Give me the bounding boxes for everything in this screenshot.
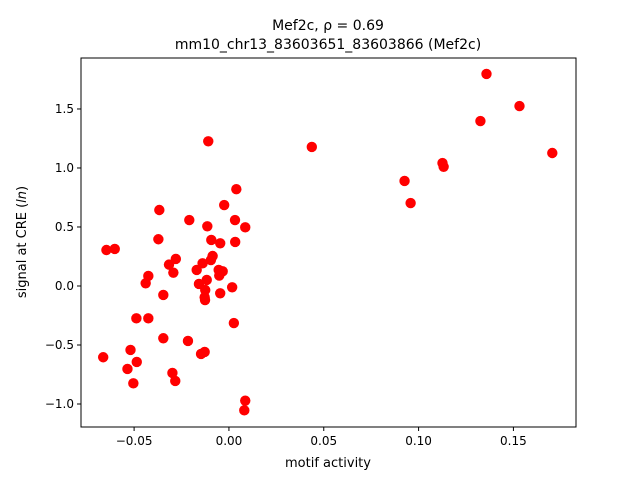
data-point [226,282,238,293]
y-tick-label: 0.5 [55,220,74,234]
data-point [229,236,241,248]
data-point [125,344,136,356]
data-point [101,244,112,256]
data-point [239,405,250,416]
data-point [547,147,558,159]
data-point [481,68,492,80]
data-point [167,367,178,379]
data-point [153,234,164,245]
y-tick-label: −0.5 [45,338,74,352]
chart-title-line2: mm10_chr13_83603651_83603866 (Mef2c) [175,37,481,53]
data-point [205,254,217,266]
data-point [514,100,525,112]
data-point [158,289,169,301]
chart-title-line1: Mef2c, ρ = 0.69 [272,18,384,34]
data-point [201,274,212,286]
data-point [399,175,410,187]
y-tick-label: −1.0 [45,397,74,411]
data-point [240,222,251,233]
data-point [202,221,213,232]
data-point [128,378,139,389]
data-point [143,313,154,324]
x-tick-label: −0.05 [116,434,153,448]
data-point [215,238,226,249]
data-point [206,234,217,246]
data-point [184,214,195,226]
data-point [215,288,226,299]
data-point [182,335,194,347]
data-point [195,348,207,360]
data-point [306,141,318,153]
data-point [191,264,202,276]
y-tick-label: 1.5 [55,102,74,116]
y-axis-label: signal at CRE (ln) [15,186,30,298]
data-point [438,161,449,173]
x-tick-label: 0.10 [405,434,432,448]
data-point [231,184,242,195]
data-point [170,253,182,265]
x-tick-label: 0.15 [500,434,527,448]
data-point [229,214,241,226]
data-point [131,313,142,324]
data-point [131,356,142,368]
data-point [140,278,151,289]
data-point [228,317,240,329]
data-point [168,267,179,278]
data-point [405,197,416,209]
data-point [240,395,251,406]
data-point [214,270,225,281]
x-tick-label: 0.05 [310,434,337,448]
x-tick-label: 0.00 [216,434,243,448]
data-point [154,204,165,216]
data-point [97,352,109,363]
y-tick-label: 1.0 [55,161,74,175]
data-point [199,291,210,303]
data-point [203,136,214,147]
data-point [218,199,230,211]
data-point [122,363,133,375]
data-point [475,115,486,127]
x-axis-label: motif activity [285,456,371,471]
data-point [158,333,169,344]
data-point [163,259,175,270]
data-point [170,375,181,387]
y-tick-label: 0.0 [55,279,74,293]
data-point [109,243,120,255]
axes-frame [80,57,577,428]
